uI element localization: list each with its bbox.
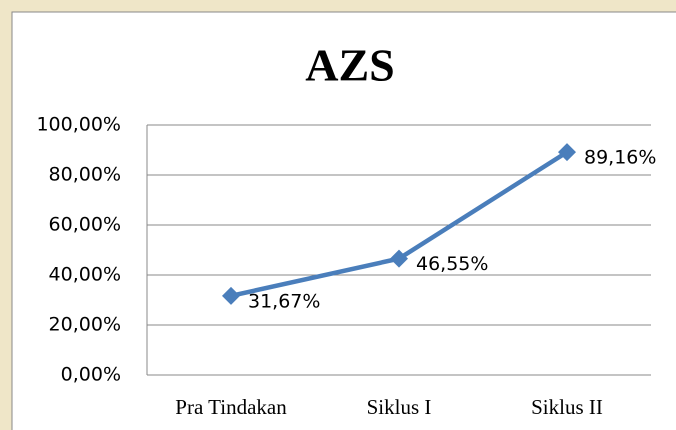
x-tick-label: Pra Tindakan <box>175 395 287 419</box>
chart-area <box>11 11 676 430</box>
y-tick-label: 40,00% <box>49 264 121 286</box>
data-label: 89,16% <box>584 147 656 169</box>
marker <box>390 249 408 268</box>
y-tick-label: 20,00% <box>49 314 121 336</box>
marker <box>222 286 240 305</box>
marker <box>558 143 576 162</box>
data-label: 46,55% <box>416 253 488 275</box>
y-tick-label: 0,00% <box>61 364 121 386</box>
chart-title: AZS <box>305 40 394 91</box>
x-tick-label: Siklus II <box>531 395 603 419</box>
y-tick-label: 60,00% <box>49 214 121 236</box>
x-tick-label: Siklus I <box>367 395 432 419</box>
y-tick-label: 80,00% <box>49 164 121 186</box>
y-tick-label: 100,00% <box>36 114 121 136</box>
data-label: 31,67% <box>248 290 320 312</box>
